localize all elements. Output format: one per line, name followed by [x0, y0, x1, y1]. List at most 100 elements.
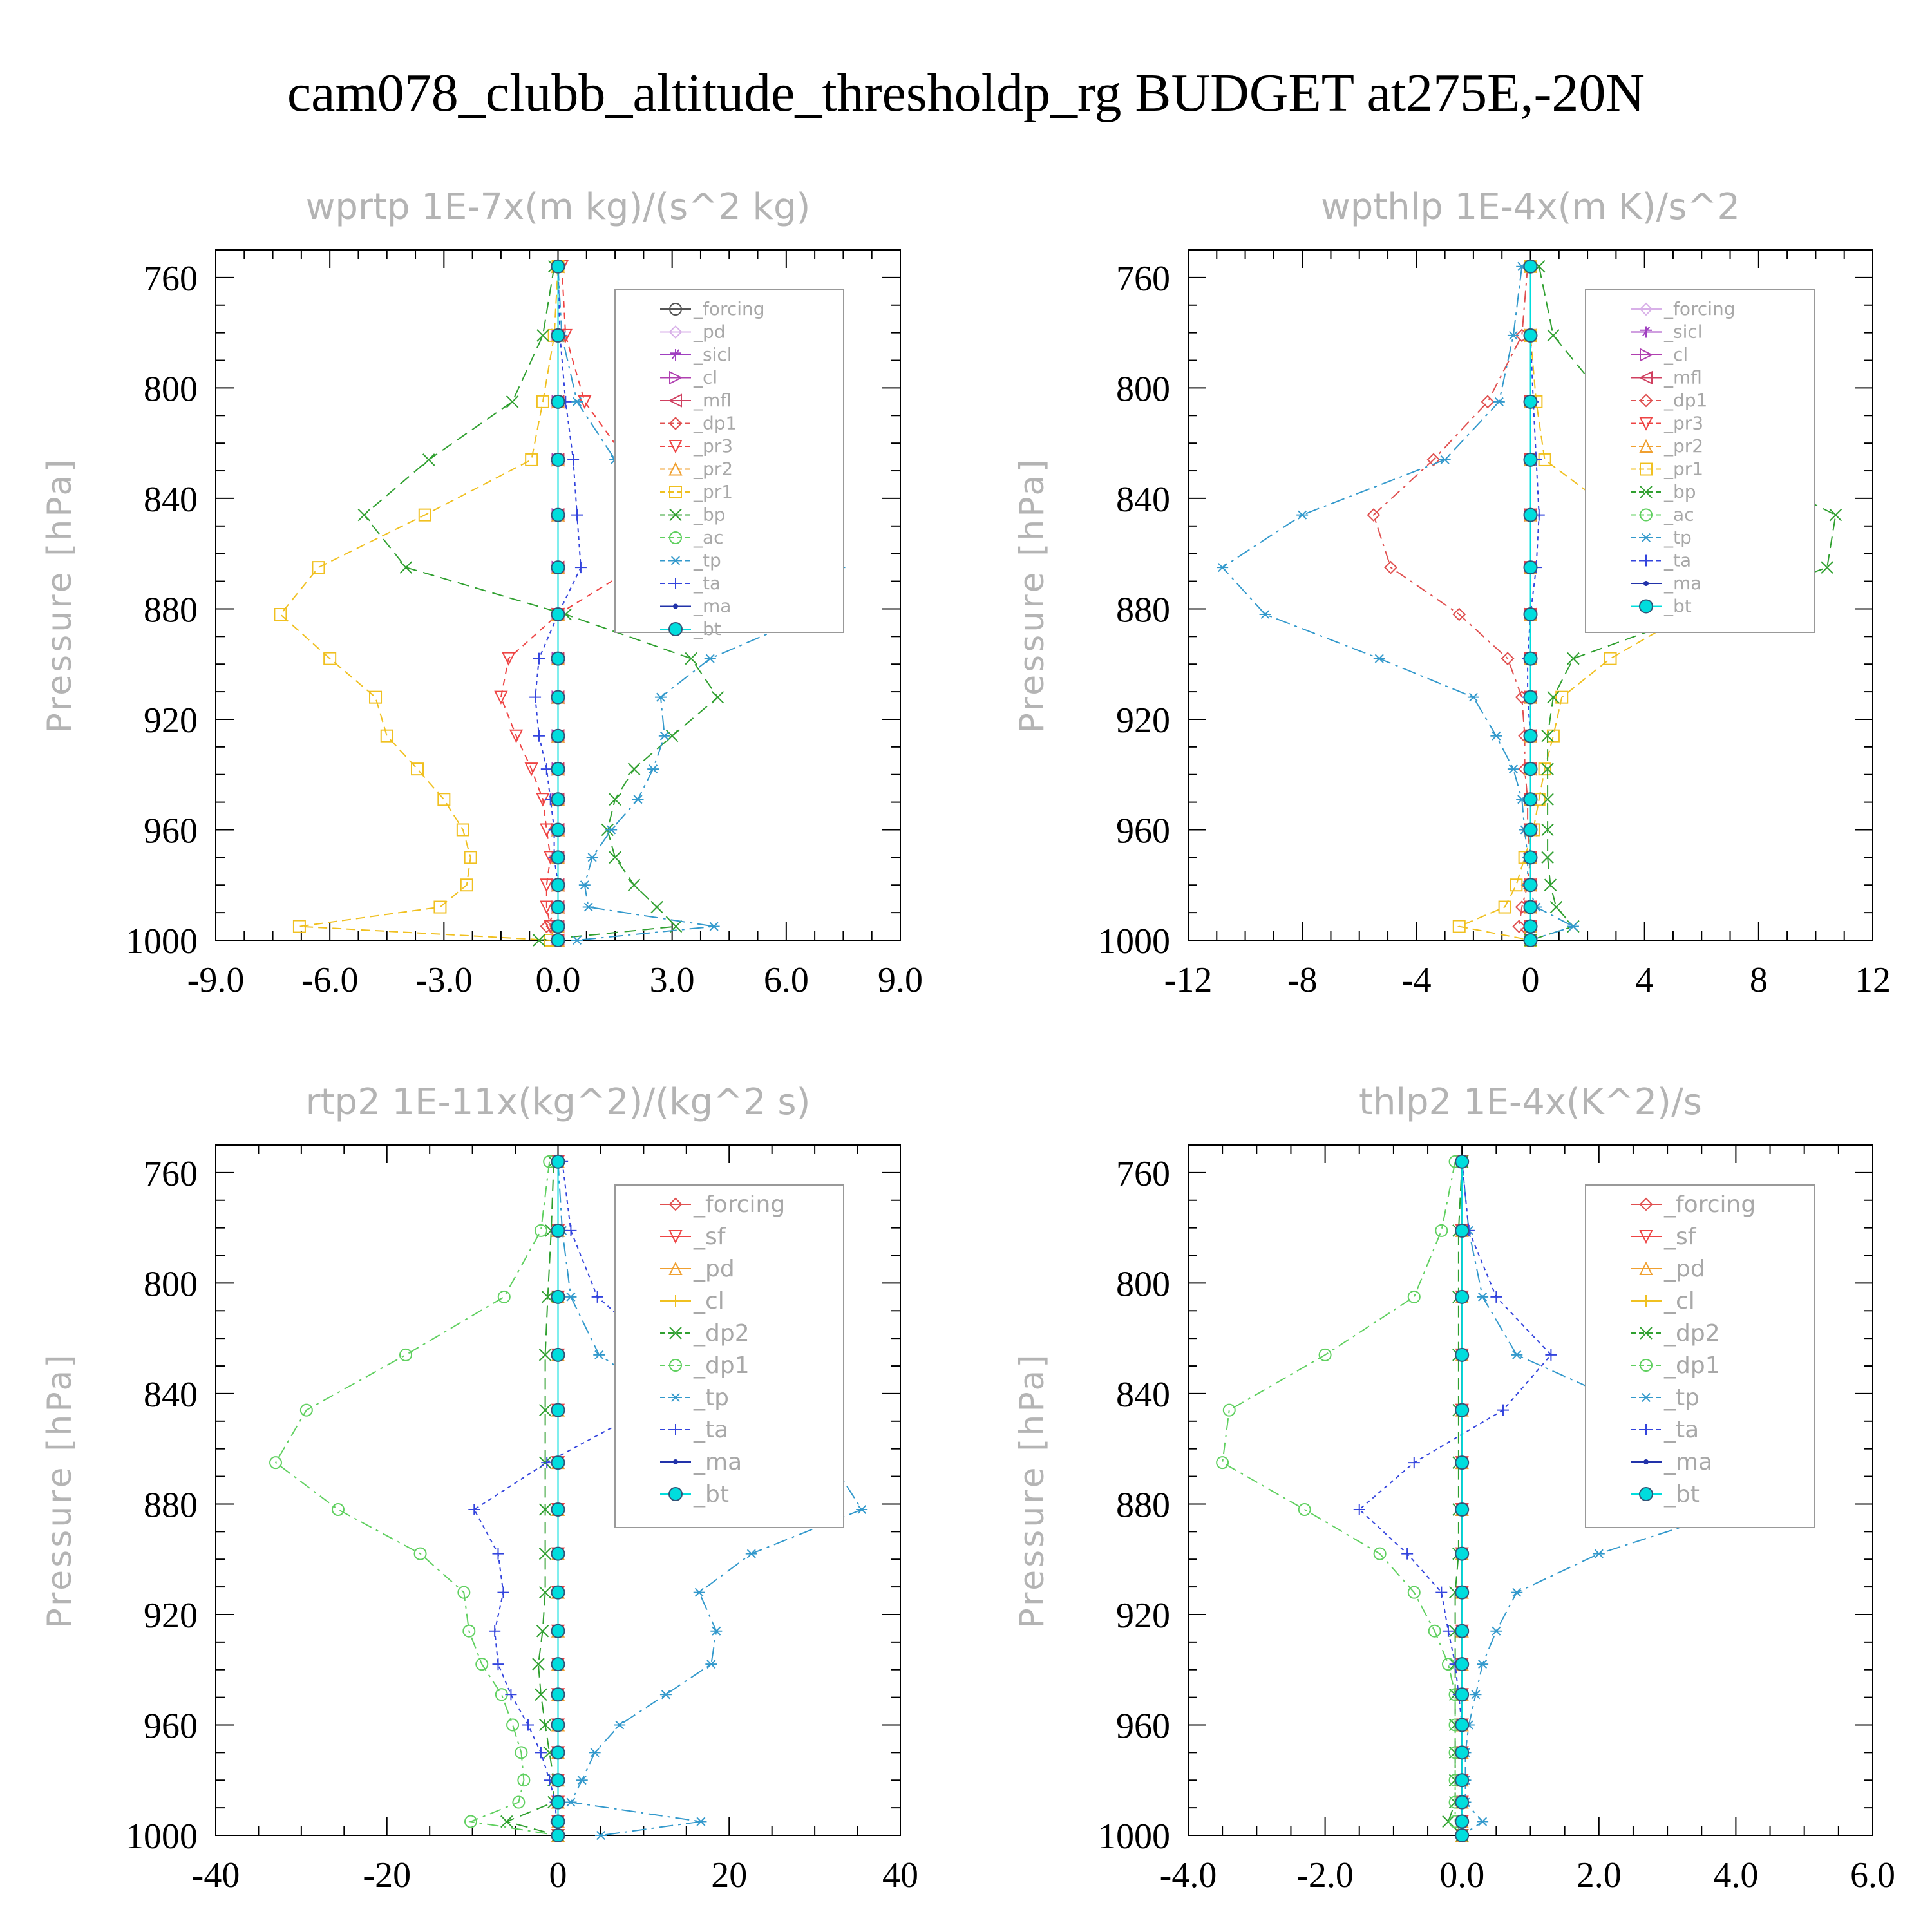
- data-point: [369, 690, 383, 704]
- legend-entry: _dp1: [1663, 1352, 1720, 1379]
- series-line-dp2: [504, 1161, 558, 1836]
- x-tick-label: -12: [1164, 960, 1213, 1000]
- legend-entry: _ma: [693, 596, 731, 617]
- panel-title: rtp2 1E-11x(kg^2)/(kg^2 s): [306, 1081, 811, 1123]
- series-line-dp1: [1222, 1161, 1463, 1836]
- y-tick-label: 840: [1116, 1375, 1170, 1415]
- data-point: [1455, 1718, 1470, 1732]
- data-point: [1455, 1624, 1470, 1638]
- data-point: [1507, 330, 1519, 340]
- data-point: [1523, 878, 1538, 893]
- legend-entry: _pr2: [693, 459, 733, 480]
- data-point: [1467, 692, 1479, 702]
- legend: _forcing_sicl_cl_mfl_dp1_pr3_pr2_pr1_bp_…: [1585, 289, 1815, 633]
- series-line-pr1: [279, 266, 559, 941]
- panel-3: rtp2 1E-11x(kg^2)/(kg^2 s) Pressure [hPa]…: [41, 1081, 918, 1895]
- data-point: [1547, 690, 1560, 704]
- y-tick-label: 1000: [1098, 1817, 1170, 1857]
- y-tick-label: 760: [1116, 1154, 1170, 1194]
- data-point: [1523, 762, 1538, 777]
- data-point: [413, 1547, 427, 1560]
- series-line-ta: [1358, 1161, 1552, 1835]
- data-point: [551, 1828, 565, 1842]
- legend-marker: [673, 603, 678, 609]
- data-point: [576, 1776, 588, 1785]
- data-point: [1455, 1795, 1470, 1810]
- legend-box: [614, 1184, 844, 1528]
- data-point: [1541, 729, 1554, 743]
- data-point: [1490, 1291, 1502, 1303]
- data-point: [525, 453, 538, 466]
- data-point: [551, 328, 565, 343]
- series-group: [1216, 1154, 1769, 1843]
- data-point: [1555, 690, 1569, 704]
- legend-marker: [1638, 370, 1653, 385]
- data-point: [551, 878, 565, 893]
- data-point: [538, 1403, 552, 1417]
- data-point: [551, 919, 565, 934]
- data-point: [541, 1291, 554, 1303]
- data-point: [541, 1457, 553, 1469]
- data-point: [1318, 1348, 1332, 1361]
- data-point: [1523, 651, 1538, 666]
- y-tick-label: 880: [144, 590, 198, 630]
- x-tick-label: -4: [1401, 960, 1432, 1000]
- panel-title: thlp2 1E-4x(K^2)/s: [1359, 1081, 1702, 1123]
- legend-entry: _cl: [1663, 344, 1688, 365]
- legend-entry: _ma: [1663, 1449, 1712, 1475]
- data-point: [274, 608, 287, 621]
- x-tick-label: 0: [549, 1855, 567, 1895]
- data-point: [1523, 452, 1538, 467]
- legend-marker: [1639, 439, 1653, 453]
- y-tick-label: 880: [144, 1485, 198, 1525]
- y-tick-label: 920: [1116, 1596, 1170, 1636]
- data-point: [1493, 397, 1505, 406]
- legend-marker: [668, 325, 683, 339]
- data-point: [1523, 259, 1538, 274]
- data-point: [399, 561, 412, 574]
- data-point: [1523, 560, 1538, 575]
- data-point: [1455, 1773, 1470, 1788]
- legend-marker: [1639, 417, 1653, 431]
- y-tick-label: 760: [144, 259, 198, 299]
- series-line-dp1: [274, 1161, 558, 1836]
- legend-marker: [1640, 348, 1654, 362]
- legend-marker: [669, 1359, 682, 1372]
- data-point: [551, 690, 565, 705]
- data-point: [462, 1624, 476, 1638]
- data-point: [1373, 1547, 1387, 1560]
- legend-marker: [669, 303, 682, 316]
- data-point: [551, 850, 565, 865]
- legend-box: [1585, 289, 1815, 633]
- data-point: [535, 1747, 547, 1759]
- data-point: [535, 1688, 547, 1701]
- data-point: [538, 1718, 552, 1732]
- panel-title: wprtp 1E-7x(m kg)/(s^2 kg): [306, 186, 811, 228]
- data-point: [1455, 1223, 1470, 1238]
- legend-entry: _ma: [693, 1449, 742, 1475]
- data-point: [529, 691, 542, 703]
- data-point: [710, 1626, 723, 1636]
- legend-marker: [669, 508, 682, 522]
- series-line-tp: [557, 1161, 863, 1836]
- data-point: [705, 1660, 717, 1669]
- data-point: [1353, 1504, 1365, 1516]
- data-point: [614, 1720, 626, 1730]
- y-tick-label: 840: [1116, 480, 1170, 520]
- x-tick-label: -4.0: [1160, 1855, 1217, 1895]
- data-point: [1567, 652, 1580, 665]
- data-point: [659, 1690, 672, 1700]
- data-point: [627, 878, 641, 891]
- data-point: [1511, 1350, 1523, 1359]
- data-point: [492, 1548, 504, 1560]
- data-point: [1541, 762, 1554, 775]
- data-point: [422, 453, 435, 466]
- data-point: [551, 1795, 565, 1810]
- y-tick-label: 960: [144, 1706, 198, 1746]
- y-tick-label: 800: [1116, 369, 1170, 409]
- data-point: [457, 1586, 471, 1599]
- legend-marker: [669, 486, 682, 498]
- data-point: [1523, 792, 1538, 807]
- data-point: [551, 900, 565, 914]
- x-tick-label: 8: [1750, 960, 1768, 1000]
